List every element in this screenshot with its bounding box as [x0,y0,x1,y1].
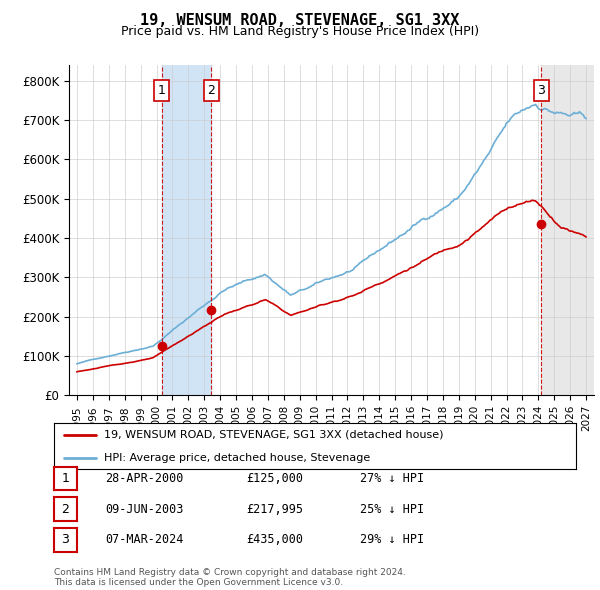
Text: 28-APR-2000: 28-APR-2000 [105,472,184,485]
Text: £217,995: £217,995 [246,503,303,516]
Text: 27% ↓ HPI: 27% ↓ HPI [360,472,424,485]
Text: 19, WENSUM ROAD, STEVENAGE, SG1 3XX: 19, WENSUM ROAD, STEVENAGE, SG1 3XX [140,13,460,28]
Text: £125,000: £125,000 [246,472,303,485]
Bar [541,65,594,395]
Text: 1: 1 [61,472,70,485]
Text: 25% ↓ HPI: 25% ↓ HPI [360,503,424,516]
Text: 3: 3 [538,84,545,97]
Text: 2: 2 [207,84,215,97]
Text: 2: 2 [61,503,70,516]
Text: Price paid vs. HM Land Registry's House Price Index (HPI): Price paid vs. HM Land Registry's House … [121,25,479,38]
Text: 1: 1 [158,84,166,97]
Bar [161,65,211,395]
Text: 29% ↓ HPI: 29% ↓ HPI [360,533,424,546]
Text: HPI: Average price, detached house, Stevenage: HPI: Average price, detached house, Stev… [104,453,370,463]
Text: 09-JUN-2003: 09-JUN-2003 [105,503,184,516]
Text: Contains HM Land Registry data © Crown copyright and database right 2024.
This d: Contains HM Land Registry data © Crown c… [54,568,406,587]
Text: £435,000: £435,000 [246,533,303,546]
Text: 19, WENSUM ROAD, STEVENAGE, SG1 3XX (detached house): 19, WENSUM ROAD, STEVENAGE, SG1 3XX (det… [104,430,443,440]
Text: 07-MAR-2024: 07-MAR-2024 [105,533,184,546]
Text: 3: 3 [61,533,70,546]
